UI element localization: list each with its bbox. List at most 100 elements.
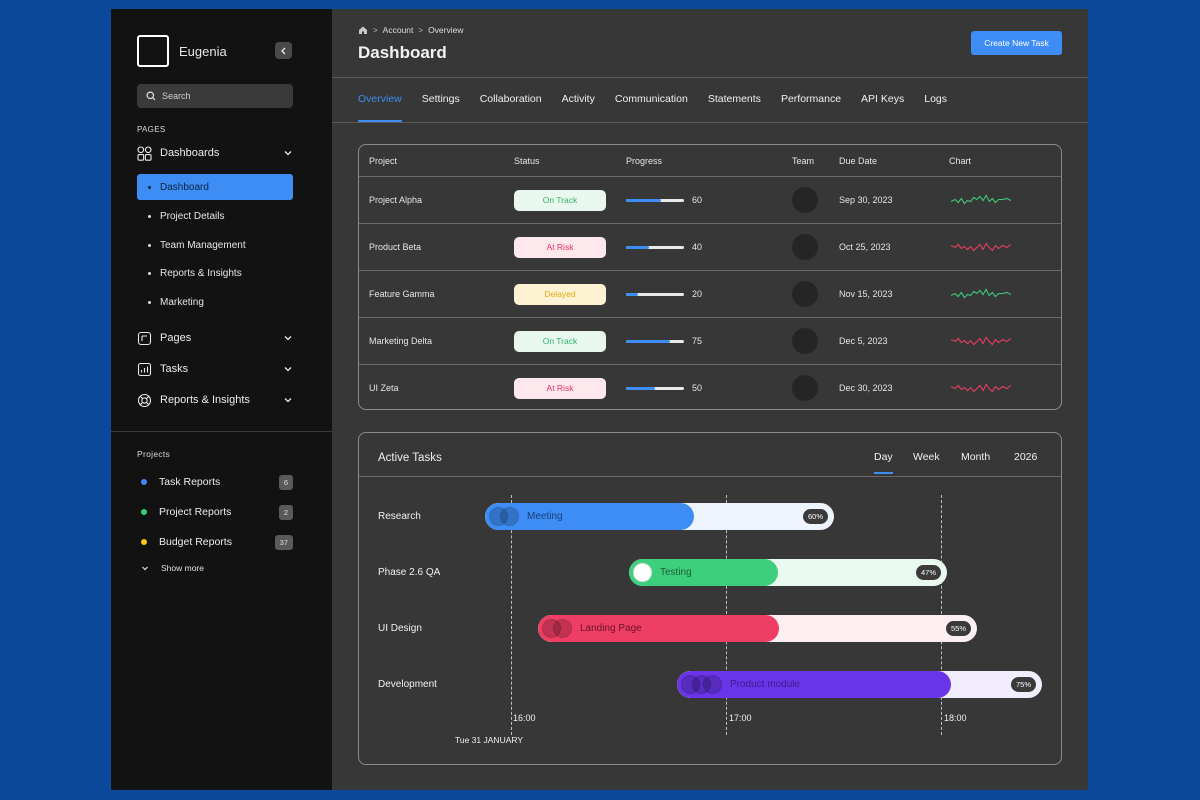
avatar[interactable] xyxy=(792,375,818,401)
avatar[interactable] xyxy=(703,675,722,694)
tab-statements[interactable]: Statements xyxy=(707,93,761,105)
create-new-task-button[interactable]: Create New Task xyxy=(971,31,1062,55)
sparkline-chart xyxy=(951,336,1012,346)
status-dot-icon xyxy=(141,479,147,485)
grid-icon xyxy=(137,145,152,161)
nav-group-pages[interactable]: Pages xyxy=(137,328,293,348)
search-input[interactable] xyxy=(162,91,282,101)
period-tab-year[interactable]: 2026 xyxy=(1014,451,1038,463)
chart-cell xyxy=(951,224,1013,270)
sidebar-divider xyxy=(111,431,332,432)
avatar[interactable] xyxy=(633,563,652,582)
tab-api-keys[interactable]: API Keys xyxy=(861,93,905,105)
progress-value: 60 xyxy=(692,195,703,205)
period-tab-month[interactable]: Month xyxy=(961,451,991,463)
sidebar-item-marketing[interactable]: Marketing xyxy=(137,289,293,315)
brand[interactable]: Eugenia xyxy=(137,35,227,67)
pages-icon xyxy=(137,331,152,345)
status-cell: At Risk xyxy=(514,224,606,270)
project-link-budget-reports[interactable]: Budget Reports 37 xyxy=(141,534,293,550)
avatar[interactable] xyxy=(500,507,519,526)
gantt-row-label: Research xyxy=(378,511,421,522)
tab-performance[interactable]: Performance xyxy=(780,93,842,105)
show-more-button[interactable]: Show more xyxy=(141,563,204,573)
time-gridline xyxy=(511,495,512,735)
avatar[interactable] xyxy=(553,619,572,638)
status-dot-icon xyxy=(141,539,147,545)
projects-table: Project Status Progress Team Due Date Ch… xyxy=(358,144,1062,410)
column-header-chart[interactable]: Chart xyxy=(949,155,972,166)
avatar[interactable] xyxy=(792,281,818,307)
avatar[interactable] xyxy=(792,328,818,354)
gantt-row-label: UI Design xyxy=(378,623,422,634)
chart-cell xyxy=(951,318,1013,364)
count-badge: 6 xyxy=(278,474,293,490)
tab-communication[interactable]: Communication xyxy=(614,93,688,105)
task-name: Meeting xyxy=(527,511,563,522)
progress-fill xyxy=(626,245,650,249)
nav-group-dashboards[interactable]: Dashboards xyxy=(137,143,293,163)
table-row[interactable]: Project Alpha On Track 60 Sep 30, 2023 xyxy=(359,176,1061,223)
table-row[interactable]: Product Beta At Risk 40 Oct 25, 2023 xyxy=(359,223,1061,270)
period-tab-day[interactable]: Day xyxy=(874,451,893,474)
avatar[interactable] xyxy=(792,187,818,213)
project-link-project-reports[interactable]: Project Reports 2 xyxy=(141,504,293,520)
gantt-progress-fill: Landing Page xyxy=(538,615,780,642)
sidebar-item-team-management[interactable]: Team Management xyxy=(137,232,293,258)
table-row[interactable]: Marketing Delta On Track 75 Dec 5, 2023 xyxy=(359,317,1061,364)
gantt-task-bar[interactable]: Landing Page 55% xyxy=(538,615,977,642)
tab-settings[interactable]: Settings xyxy=(421,93,460,105)
count-badge: 2 xyxy=(278,504,293,520)
show-more-label: Show more xyxy=(161,563,204,573)
progress-value: 50 xyxy=(692,383,703,393)
sidebar-item-project-details[interactable]: Project Details xyxy=(137,203,293,229)
project-link-task-reports[interactable]: Task Reports 6 xyxy=(141,474,293,490)
tab-logs[interactable]: Logs xyxy=(924,93,948,105)
header-divider xyxy=(332,77,1088,78)
chart-cell xyxy=(951,271,1013,317)
search-box[interactable] xyxy=(137,84,293,108)
progress-fill xyxy=(626,339,670,343)
tab-overview[interactable]: Overview xyxy=(358,93,402,122)
tab-activity[interactable]: Activity xyxy=(561,93,595,105)
due-date: Dec 5, 2023 xyxy=(839,336,888,346)
column-header-team[interactable]: Team xyxy=(792,155,815,166)
home-icon[interactable] xyxy=(358,25,368,35)
table-row[interactable]: UI Zeta At Risk 50 Dec 30, 2023 xyxy=(359,364,1061,409)
task-assignees xyxy=(633,563,652,582)
chart-icon xyxy=(137,362,152,376)
table-row[interactable]: Feature Gamma Delayed 20 Nov 15, 2023 xyxy=(359,270,1061,317)
gantt-row-label: Development xyxy=(378,679,437,690)
column-header-progress[interactable]: Progress xyxy=(626,155,663,166)
chevron-down-icon xyxy=(284,367,292,372)
nav-group-tasks[interactable]: Tasks xyxy=(137,359,293,379)
bullet-icon xyxy=(148,271,151,275)
status-dot-icon xyxy=(141,509,147,515)
progress-fill xyxy=(626,386,655,390)
breadcrumb-item-account[interactable]: Account xyxy=(382,25,414,35)
column-header-status[interactable]: Status xyxy=(514,155,540,166)
tab-collaboration[interactable]: Collaboration xyxy=(479,93,542,105)
team-cell xyxy=(792,365,818,409)
due-date: Dec 30, 2023 xyxy=(839,383,893,393)
gantt-task-bar[interactable]: Product module 75% xyxy=(677,671,1042,698)
bullet-icon xyxy=(148,243,151,247)
panel-divider xyxy=(359,476,1061,477)
sidebar-item-reports-insights[interactable]: Reports & Insights xyxy=(137,260,293,286)
avatar[interactable] xyxy=(792,234,818,260)
column-header-due-date[interactable]: Due Date xyxy=(839,155,878,166)
breadcrumb-item-overview[interactable]: Overview xyxy=(428,25,464,35)
task-name: Landing Page xyxy=(580,623,642,634)
breadcrumb: > Account > Overview xyxy=(358,25,464,35)
gantt-task-bar[interactable]: Meeting 60% xyxy=(485,503,834,530)
gantt-task-bar[interactable]: Testing 47% xyxy=(629,559,947,586)
column-header-project[interactable]: Project xyxy=(369,155,398,166)
progress-value: 20 xyxy=(692,289,703,299)
nav-group-reports-insights[interactable]: Reports & Insights xyxy=(137,390,293,410)
sidebar-item-dashboard[interactable]: Dashboard xyxy=(137,174,293,200)
period-tab-week[interactable]: Week xyxy=(913,451,940,463)
team-cell xyxy=(792,271,818,317)
collapse-sidebar-button[interactable] xyxy=(275,42,292,59)
task-name: Testing xyxy=(660,567,692,578)
tab-bar: Overview Settings Collaboration Activity… xyxy=(358,93,967,122)
